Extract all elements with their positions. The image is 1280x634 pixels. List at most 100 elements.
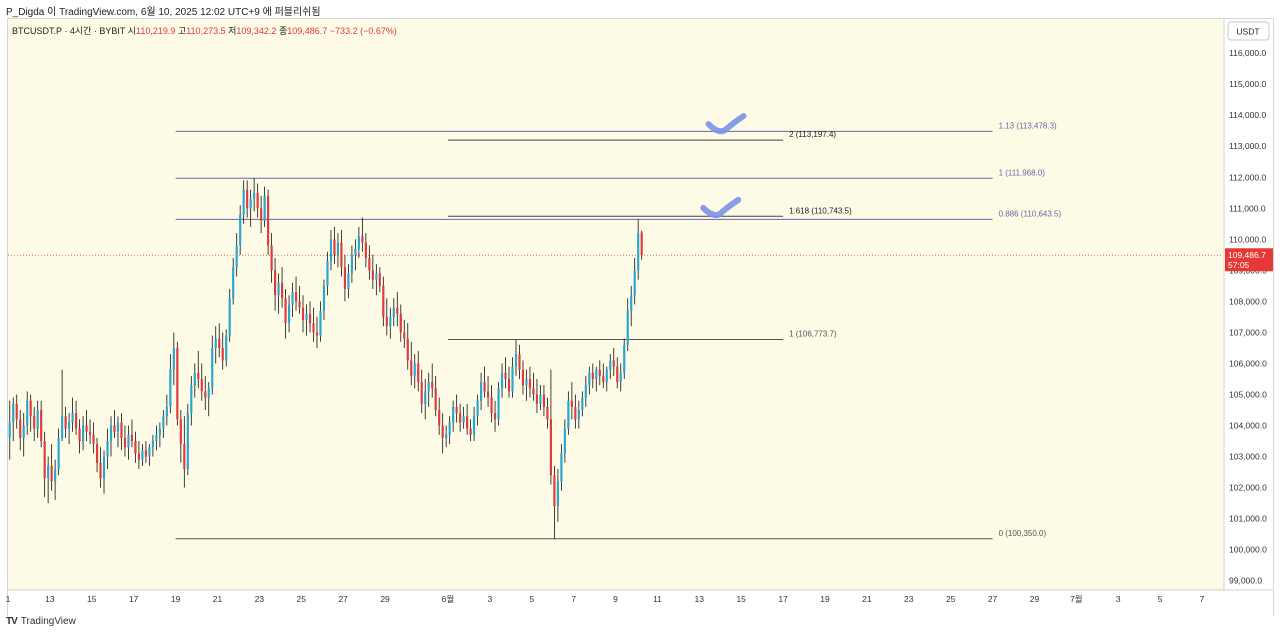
- candle-up: [102, 456, 106, 479]
- candle-down: [179, 419, 182, 445]
- candle-up: [556, 481, 559, 507]
- candle-down: [183, 444, 186, 469]
- time-tick-label: 7: [571, 594, 576, 604]
- candle-down: [438, 410, 441, 426]
- time-tick-label: 13: [695, 594, 705, 604]
- candle-down: [441, 425, 444, 438]
- brand-name: TradingView: [20, 616, 76, 627]
- time-tick-label: 7월: [1070, 594, 1083, 604]
- time-tick-label: 17: [778, 594, 788, 604]
- time-tick-label: 11: [653, 594, 662, 604]
- candle-up: [239, 214, 242, 246]
- time-axis: [8, 590, 1273, 616]
- candle-up: [12, 403, 15, 423]
- price-tick-label: 101,000.0: [1229, 514, 1267, 524]
- candle-up: [207, 388, 210, 398]
- fib-level-label: 1.618 (110,743.5): [789, 206, 852, 215]
- candle-up: [47, 465, 50, 479]
- candle-up: [228, 298, 231, 336]
- candle-up: [336, 242, 340, 255]
- candle-down: [396, 307, 399, 314]
- candle-down: [459, 413, 462, 423]
- candle-up: [581, 397, 584, 411]
- candle-down: [493, 413, 497, 420]
- candle-up: [577, 410, 580, 420]
- candle-up: [357, 236, 360, 249]
- candle-up: [539, 394, 542, 404]
- candle-up: [287, 304, 291, 324]
- candle-down: [284, 298, 287, 324]
- candle-down: [176, 347, 179, 420]
- open-value: 110,219.9: [136, 26, 176, 36]
- candle-up: [329, 239, 333, 262]
- candle-up: [525, 378, 528, 386]
- time-tick-label: 3: [1116, 594, 1121, 604]
- candle-up: [637, 233, 640, 271]
- candle-down: [144, 450, 147, 457]
- candle-down: [469, 428, 472, 435]
- candle-up: [249, 198, 252, 209]
- candle-up: [291, 292, 294, 305]
- candle-up: [214, 338, 217, 348]
- candle-up: [277, 282, 280, 296]
- fib-level-label: 1.13 (113,478.3): [999, 121, 1057, 130]
- candle-down: [200, 378, 203, 392]
- candle-down: [361, 236, 364, 243]
- candle-up: [68, 422, 71, 429]
- fib-level-label: 2 (113,197.4): [789, 130, 836, 139]
- price-tick-label: 106,000.0: [1229, 358, 1267, 368]
- candle-up: [633, 270, 636, 296]
- check-mark-annotation: [705, 113, 747, 135]
- symbol-name[interactable]: BTCUSDT.P · 4시간 · BYBIT: [12, 26, 126, 36]
- chart-pane[interactable]: [7, 18, 1274, 616]
- high-label: 고: [177, 26, 187, 36]
- candle-up: [141, 450, 144, 460]
- low-value: 109,342.2: [236, 26, 277, 36]
- candle-up: [253, 192, 256, 199]
- candle-down: [483, 382, 486, 392]
- time-tick-label: 19: [820, 594, 830, 604]
- candle-up: [392, 307, 395, 317]
- candle-up: [514, 354, 518, 367]
- candle-down: [343, 267, 347, 289]
- candle-up: [560, 453, 563, 482]
- price-tick-label: 100,000.0: [1229, 545, 1267, 555]
- fib-level-label: 0 (100,350.0): [999, 529, 1047, 538]
- candle-down: [591, 372, 594, 379]
- candle-up: [263, 195, 266, 221]
- candle-down: [130, 434, 134, 442]
- candle-up: [116, 422, 120, 432]
- candle-up: [623, 344, 626, 373]
- candle-down: [301, 307, 305, 321]
- candle-down: [612, 360, 615, 367]
- candle-down: [78, 428, 81, 442]
- price-tick-label: 103,000.0: [1229, 452, 1267, 462]
- time-tick-label: 21: [862, 594, 872, 604]
- check-mark-annotation: [700, 196, 742, 219]
- candle-up: [148, 447, 151, 457]
- candle-down: [85, 425, 88, 432]
- close-label: 종: [278, 26, 288, 36]
- candle-down: [378, 273, 381, 286]
- price-tick-label: 105,000.0: [1229, 389, 1267, 399]
- candle-up: [211, 347, 214, 389]
- candle-down: [92, 434, 95, 445]
- time-tick-label: 5: [1158, 594, 1163, 604]
- candle-down: [267, 195, 270, 246]
- candle-down: [50, 465, 53, 482]
- candle-up: [413, 363, 416, 376]
- last-price-tag: [1225, 248, 1273, 272]
- candle-up: [511, 366, 514, 392]
- candle-up: [609, 360, 612, 370]
- candle-down: [123, 437, 127, 448]
- candle-down: [535, 394, 539, 404]
- candle-down: [399, 313, 402, 333]
- candle-down: [340, 242, 343, 268]
- time-tick-label: 25: [297, 594, 307, 604]
- candle-up: [584, 385, 587, 398]
- price-axis: [1224, 19, 1273, 590]
- tradingview-brand[interactable]: TV TradingView: [6, 616, 76, 627]
- candle-up: [473, 416, 476, 435]
- time-tick-label: 5: [529, 594, 534, 604]
